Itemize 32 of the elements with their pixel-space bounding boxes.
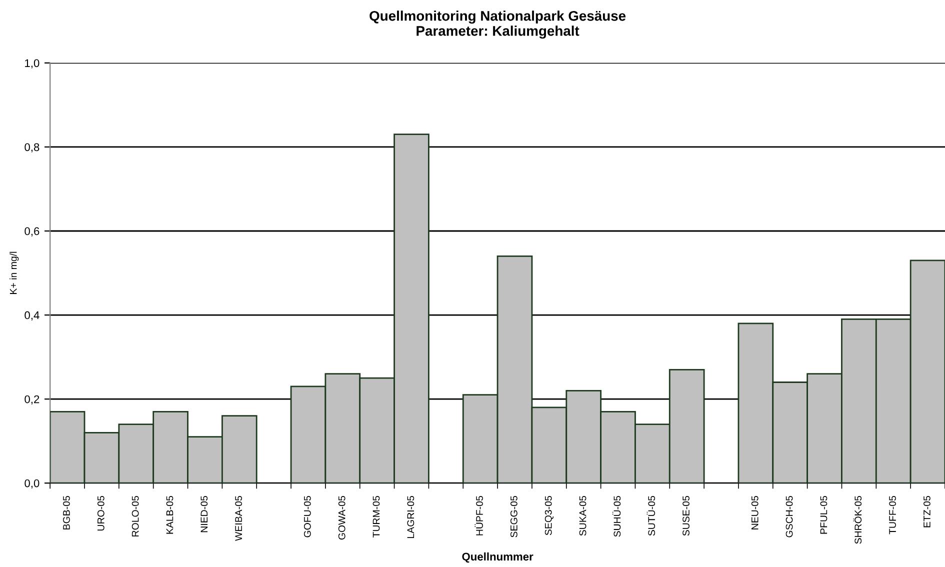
x-tick-label: LAGRI-05 xyxy=(407,496,414,538)
x-tick-label: TUFF-05 xyxy=(889,496,896,534)
x-tick-label: GOFU-05 xyxy=(304,496,311,538)
x-tick-label: SEQ3-05 xyxy=(544,496,554,536)
x-tick-label: TURM-05 xyxy=(372,496,380,538)
x-tick-label: SHRÖK-05 xyxy=(853,496,862,544)
y-tick-label: 0,2 xyxy=(24,395,40,405)
x-tick-label: BGB-05 xyxy=(63,496,70,530)
x-tick-label: HÜPF-05 xyxy=(474,496,483,536)
y-axis-title: K+ in mg/l xyxy=(10,252,19,294)
y-tick-label: 0,4 xyxy=(24,311,40,320)
x-tick-label: SUKA-05 xyxy=(579,496,586,536)
y-tick-label: 1,0 xyxy=(25,59,40,68)
y-tick-label: 0,0 xyxy=(24,479,40,489)
x-tick-label: SUTÜ-05 xyxy=(646,496,656,536)
x-axis-title: Quellnummer xyxy=(462,552,534,563)
x-tick-label: GOWA-05 xyxy=(338,496,346,540)
x-tick-label: GSCH-05 xyxy=(786,496,793,538)
x-tick-label: NEU-05 xyxy=(751,496,758,530)
chart-title: Quellmonitoring Nationalpark Gesäuse Parameter: Kaliumgehalt xyxy=(370,10,626,39)
x-tick-label: URO-05 xyxy=(97,496,104,530)
x-tick-label: SUHÜ-05 xyxy=(612,496,621,537)
x-tick-label: ROLO-05 xyxy=(132,496,139,536)
x-tick-label: SUSE-05 xyxy=(682,496,690,536)
x-tick-label: NIED-05 xyxy=(200,496,208,532)
x-tick-label: WEIBA-05 xyxy=(235,496,242,541)
x-tick-label: KALB-05 xyxy=(166,496,174,534)
y-tick-label: 0,8 xyxy=(24,143,40,152)
x-tick-label: SEGG-05 xyxy=(510,496,518,538)
x-tick-label: PFUL-05 xyxy=(820,496,828,534)
y-tick-label: 0,6 xyxy=(24,227,40,236)
x-tick-label: ETZ-05 xyxy=(924,496,930,528)
